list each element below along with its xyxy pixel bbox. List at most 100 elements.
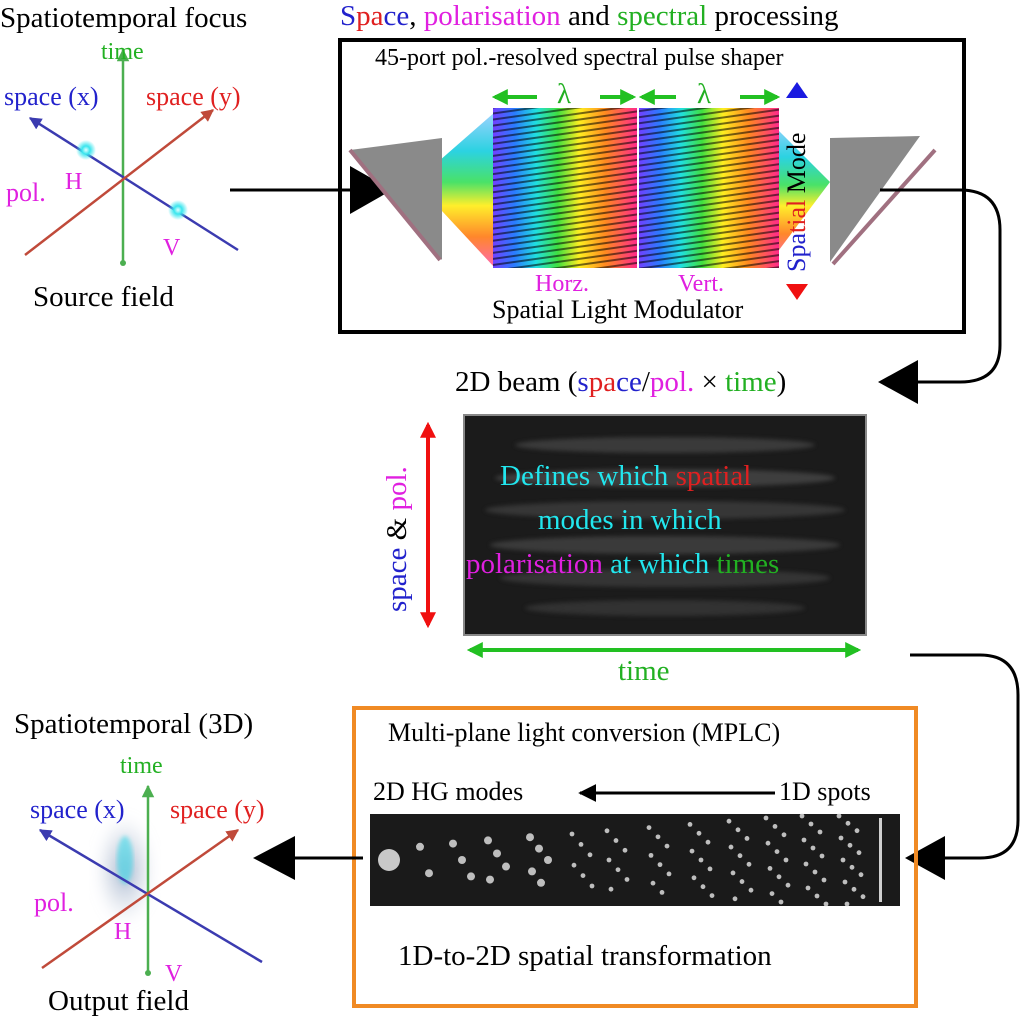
mode-spot <box>732 896 738 902</box>
v-spot <box>168 200 188 220</box>
mode-spot <box>851 886 857 892</box>
mode-spot <box>624 877 630 882</box>
output-axis-y: space (y) <box>170 795 265 824</box>
mode-spot <box>691 875 697 881</box>
mode-spot <box>858 872 864 878</box>
mode-spot <box>785 882 791 888</box>
mode-spot <box>666 871 672 877</box>
mode-arrow-down <box>786 284 808 300</box>
pulse-shaper-box <box>338 38 966 334</box>
mode-spot <box>622 847 628 853</box>
mode-arrow-up <box>786 82 808 98</box>
mode-spot <box>805 885 811 891</box>
beam-bottom-time: time <box>618 655 670 687</box>
mode-spot <box>810 845 816 851</box>
mode-spot <box>849 864 855 870</box>
mode-spot <box>803 861 809 867</box>
source-axis-x: space (x) <box>4 82 99 111</box>
mode-spot <box>812 869 818 875</box>
source-axes <box>24 48 239 266</box>
mode-spot <box>648 852 654 858</box>
mode-spot <box>655 834 661 840</box>
mplc-title: Multi-plane light conversion (MPLC) <box>388 718 781 747</box>
mode-spot <box>657 862 663 868</box>
mode-spot <box>769 891 775 896</box>
lambda-right: λ <box>697 78 712 110</box>
mode-spot <box>823 901 829 907</box>
mode-spot <box>664 843 670 849</box>
output-axis-x: space (x) <box>30 795 125 824</box>
mode-spot <box>735 827 741 833</box>
mode-spot <box>650 880 656 886</box>
source-label-h: H <box>65 169 83 195</box>
source-axis-time: time <box>101 39 144 65</box>
mode-spot <box>535 844 543 853</box>
input-beam-fan <box>415 112 495 268</box>
mplc-caption: 1D-to-2D spatial transformation <box>398 940 772 972</box>
mode-spot <box>783 857 789 863</box>
spatial-mode-label: Spatial Mode <box>782 132 811 272</box>
slm-label: Spatial Light Modulator <box>492 295 744 324</box>
mode-spot <box>378 849 400 871</box>
mode-spot <box>774 849 780 854</box>
slm-vert-label: Vert. <box>678 271 724 297</box>
source-axis-pol: pol. <box>6 178 46 207</box>
mode-spot <box>772 824 778 829</box>
beam-line3: polarisation at which times <box>466 548 780 580</box>
beam-texture <box>485 437 845 616</box>
beam-line1: Defines which spatial <box>500 460 752 492</box>
mode-spot <box>537 878 545 887</box>
mode-spot <box>836 813 842 819</box>
mode-spot <box>700 884 706 890</box>
mode-spot <box>689 848 695 854</box>
mode-spot <box>709 893 715 898</box>
mode-spot <box>821 877 827 883</box>
mode-spot <box>569 831 575 837</box>
mode-spot <box>705 839 711 845</box>
mplc-mode-patterns <box>378 813 882 907</box>
mode-spot <box>580 873 586 878</box>
mode-spot <box>467 872 475 881</box>
mode-spot <box>842 879 848 885</box>
mode-spot <box>781 832 787 838</box>
output-title: Spatiotemporal (3D) <box>14 708 254 740</box>
mode-spot <box>571 862 577 868</box>
output-axes <box>38 784 263 976</box>
mode-spot <box>696 830 702 836</box>
output-label-h: H <box>114 919 132 945</box>
source-axis-y: space (y) <box>146 82 241 111</box>
output-axis-time: time <box>120 753 163 779</box>
mode-spot <box>746 861 752 867</box>
mode-spot <box>493 849 501 858</box>
mode-spot <box>484 836 492 845</box>
mode-spot <box>502 862 510 871</box>
mode-spot <box>801 837 807 843</box>
output-caption: Output field <box>48 985 189 1017</box>
mode-spot <box>587 852 593 858</box>
mode-spot <box>687 822 693 827</box>
mode-spot <box>765 840 771 846</box>
mode-spot <box>778 899 784 905</box>
mode-spot <box>737 853 743 859</box>
mode-spot <box>425 869 433 878</box>
mode-spot <box>613 838 619 843</box>
mode-spot <box>606 857 612 863</box>
mode-spot <box>416 842 424 851</box>
mode-spot <box>659 890 665 895</box>
mode-spot <box>860 894 866 900</box>
mode-spot <box>486 875 494 884</box>
beam-line2: modes in which <box>538 504 722 536</box>
mode-spot <box>526 833 534 842</box>
mode-spot <box>544 856 552 864</box>
spot-line <box>879 818 882 902</box>
shaper-box-title: 45-port pol.-resolved spectral pulse sha… <box>375 45 784 71</box>
mode-spot <box>698 857 704 863</box>
mplc-mode-strip <box>370 814 900 906</box>
arrow-to-beam <box>880 188 1002 384</box>
mode-spot <box>799 813 805 819</box>
mplc-right-label: 1D spots <box>779 777 871 806</box>
mode-spot <box>763 815 769 821</box>
output-label-v: V <box>165 961 183 987</box>
mode-spot <box>808 821 814 827</box>
